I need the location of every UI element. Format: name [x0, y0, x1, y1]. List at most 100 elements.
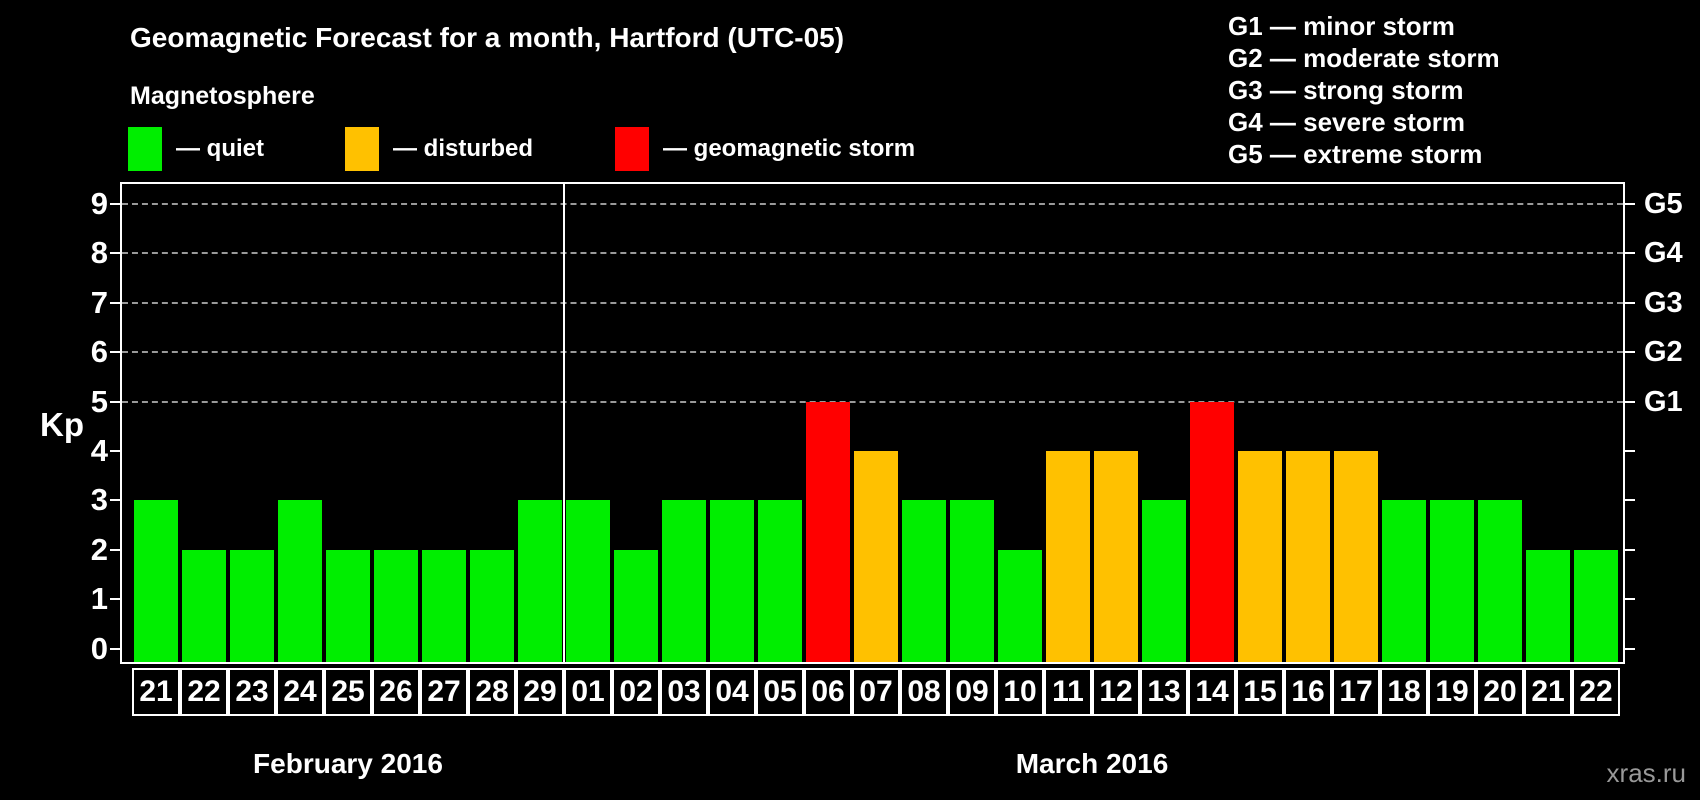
y-tick-right-4 — [1625, 450, 1635, 453]
legend-item-storm: — geomagnetic storm — [615, 126, 915, 172]
y-tick-left-7 — [110, 301, 120, 304]
kp-bar-day-26 — [374, 549, 418, 662]
kp-bar-day-17 — [1334, 451, 1378, 662]
day-label-19: 19 — [1428, 668, 1476, 716]
y-tick-right-0 — [1625, 647, 1635, 650]
day-label-07: 07 — [852, 668, 900, 716]
legend-label-disturbed: — disturbed — [393, 135, 534, 162]
day-label-09: 09 — [948, 668, 996, 716]
month-label-march: March 2016 — [1015, 748, 1169, 779]
y-tick-label-7: 7 — [90, 284, 108, 320]
kp-bar-day-29 — [518, 500, 562, 662]
kp-bar-day-11 — [1046, 451, 1090, 662]
kp-bar-day-03 — [662, 500, 706, 662]
day-label-02: 02 — [612, 668, 660, 716]
y-tick-left-5 — [110, 400, 120, 403]
gridline-kp6 — [122, 351, 1623, 354]
day-label-15: 15 — [1236, 668, 1284, 716]
day-label-22: 22 — [1572, 668, 1620, 716]
y-axis-title-kp: Kp — [40, 406, 84, 443]
day-label-22: 22 — [180, 668, 228, 716]
legend-title-magnetosphere: Magnetosphere — [130, 82, 315, 110]
kp-bar-day-15 — [1238, 451, 1282, 662]
gridline-kp5 — [122, 400, 1623, 403]
kp-bar-day-02 — [614, 549, 658, 662]
gridline-kp8 — [122, 252, 1623, 255]
kp-bar-day-22 — [182, 549, 226, 662]
y-tick-right-9 — [1625, 203, 1635, 206]
y-tick-label-0: 0 — [90, 630, 108, 666]
right-axis-label-g4: G4 — [1644, 237, 1683, 270]
y-tick-left-8 — [110, 252, 120, 255]
y-tick-left-9 — [110, 203, 120, 206]
g-scale-legend: G1 — minor storm G2 — moderate storm G3 … — [1228, 10, 1500, 170]
legend-label-storm: — geomagnetic storm — [663, 135, 916, 162]
g-scale-row-g4: G4 — severe storm — [1228, 107, 1466, 137]
g-scale-row-g5: G5 — extreme storm — [1228, 139, 1483, 169]
day-label-24: 24 — [276, 668, 324, 716]
day-label-08: 08 — [900, 668, 948, 716]
day-label-18: 18 — [1380, 668, 1428, 716]
kp-bar-day-25 — [326, 549, 370, 662]
y-tick-right-6 — [1625, 351, 1635, 354]
y-tick-label-6: 6 — [90, 334, 108, 370]
y-tick-right-3 — [1625, 499, 1635, 502]
right-axis-label-g3: G3 — [1644, 286, 1683, 319]
day-label-16: 16 — [1284, 668, 1332, 716]
y-tick-right-2 — [1625, 548, 1635, 551]
kp-bar-day-24 — [278, 500, 322, 662]
y-tick-label-2: 2 — [90, 531, 108, 567]
legend-item-quiet: — quiet — [128, 126, 264, 172]
storm-color-swatch — [615, 127, 649, 171]
legend-item-disturbed: — disturbed — [345, 126, 533, 172]
day-label-23: 23 — [228, 668, 276, 716]
kp-bar-day-27 — [422, 549, 466, 662]
day-label-12: 12 — [1092, 668, 1140, 716]
y-tick-left-3 — [110, 499, 120, 502]
kp-bar-day-05 — [758, 500, 802, 662]
gridline-kp7 — [122, 301, 1623, 304]
kp-bar-day-10 — [998, 549, 1042, 662]
day-label-06: 06 — [804, 668, 852, 716]
day-label-20: 20 — [1476, 668, 1524, 716]
day-label-14: 14 — [1188, 668, 1236, 716]
day-label-28: 28 — [468, 668, 516, 716]
y-tick-right-7 — [1625, 301, 1635, 304]
kp-bar-day-21 — [134, 500, 178, 662]
kp-bar-day-23 — [230, 549, 274, 662]
xras-watermark: xras.ru — [1606, 758, 1686, 788]
kp-bar-day-07 — [854, 451, 898, 662]
day-label-21: 21 — [1524, 668, 1572, 716]
y-tick-label-4: 4 — [90, 433, 108, 469]
legend-label-quiet: — quiet — [176, 135, 264, 162]
day-label-03: 03 — [660, 668, 708, 716]
kp-bar-day-18 — [1382, 500, 1426, 662]
kp-bar-day-14 — [1190, 401, 1234, 662]
month-label-february: February 2016 — [253, 748, 443, 779]
kp-bar-day-20 — [1478, 500, 1522, 662]
y-tick-label-5: 5 — [90, 383, 108, 419]
day-label-27: 27 — [420, 668, 468, 716]
right-axis-label-g1: G1 — [1644, 385, 1683, 418]
y-tick-left-6 — [110, 351, 120, 354]
day-label-11: 11 — [1044, 668, 1092, 716]
y-tick-label-3: 3 — [90, 482, 108, 518]
day-label-10: 10 — [996, 668, 1044, 716]
y-tick-label-1: 1 — [90, 581, 108, 617]
kp-bar-chart-plot-area: 0 1 2 3 4 5 6 7 8 9 G1 G2 G3 G4 G5 — [91, 182, 1683, 666]
g-scale-row-g2: G2 — moderate storm — [1228, 43, 1500, 73]
g-scale-row-g1: G1 — minor storm — [1228, 11, 1455, 41]
g-scale-row-g3: G3 — strong storm — [1228, 75, 1464, 105]
kp-bar-day-08 — [902, 500, 946, 662]
right-axis-label-g5: G5 — [1644, 188, 1683, 221]
quiet-color-swatch — [128, 127, 162, 171]
kp-bar-day-22 — [1574, 549, 1618, 662]
kp-bar-day-04 — [710, 500, 754, 662]
kp-bar-day-09 — [950, 500, 994, 662]
day-axis-row: 21 22 23 24 25 26 27 28 29 01 02 03 04 05 06 07 08 09 10 11… — [122, 668, 1623, 716]
y-tick-left-4 — [110, 450, 120, 453]
kp-bar-day-28 — [470, 549, 514, 662]
day-label-05: 05 — [756, 668, 804, 716]
day-label-26: 26 — [372, 668, 420, 716]
y-tick-label-8: 8 — [90, 235, 108, 271]
